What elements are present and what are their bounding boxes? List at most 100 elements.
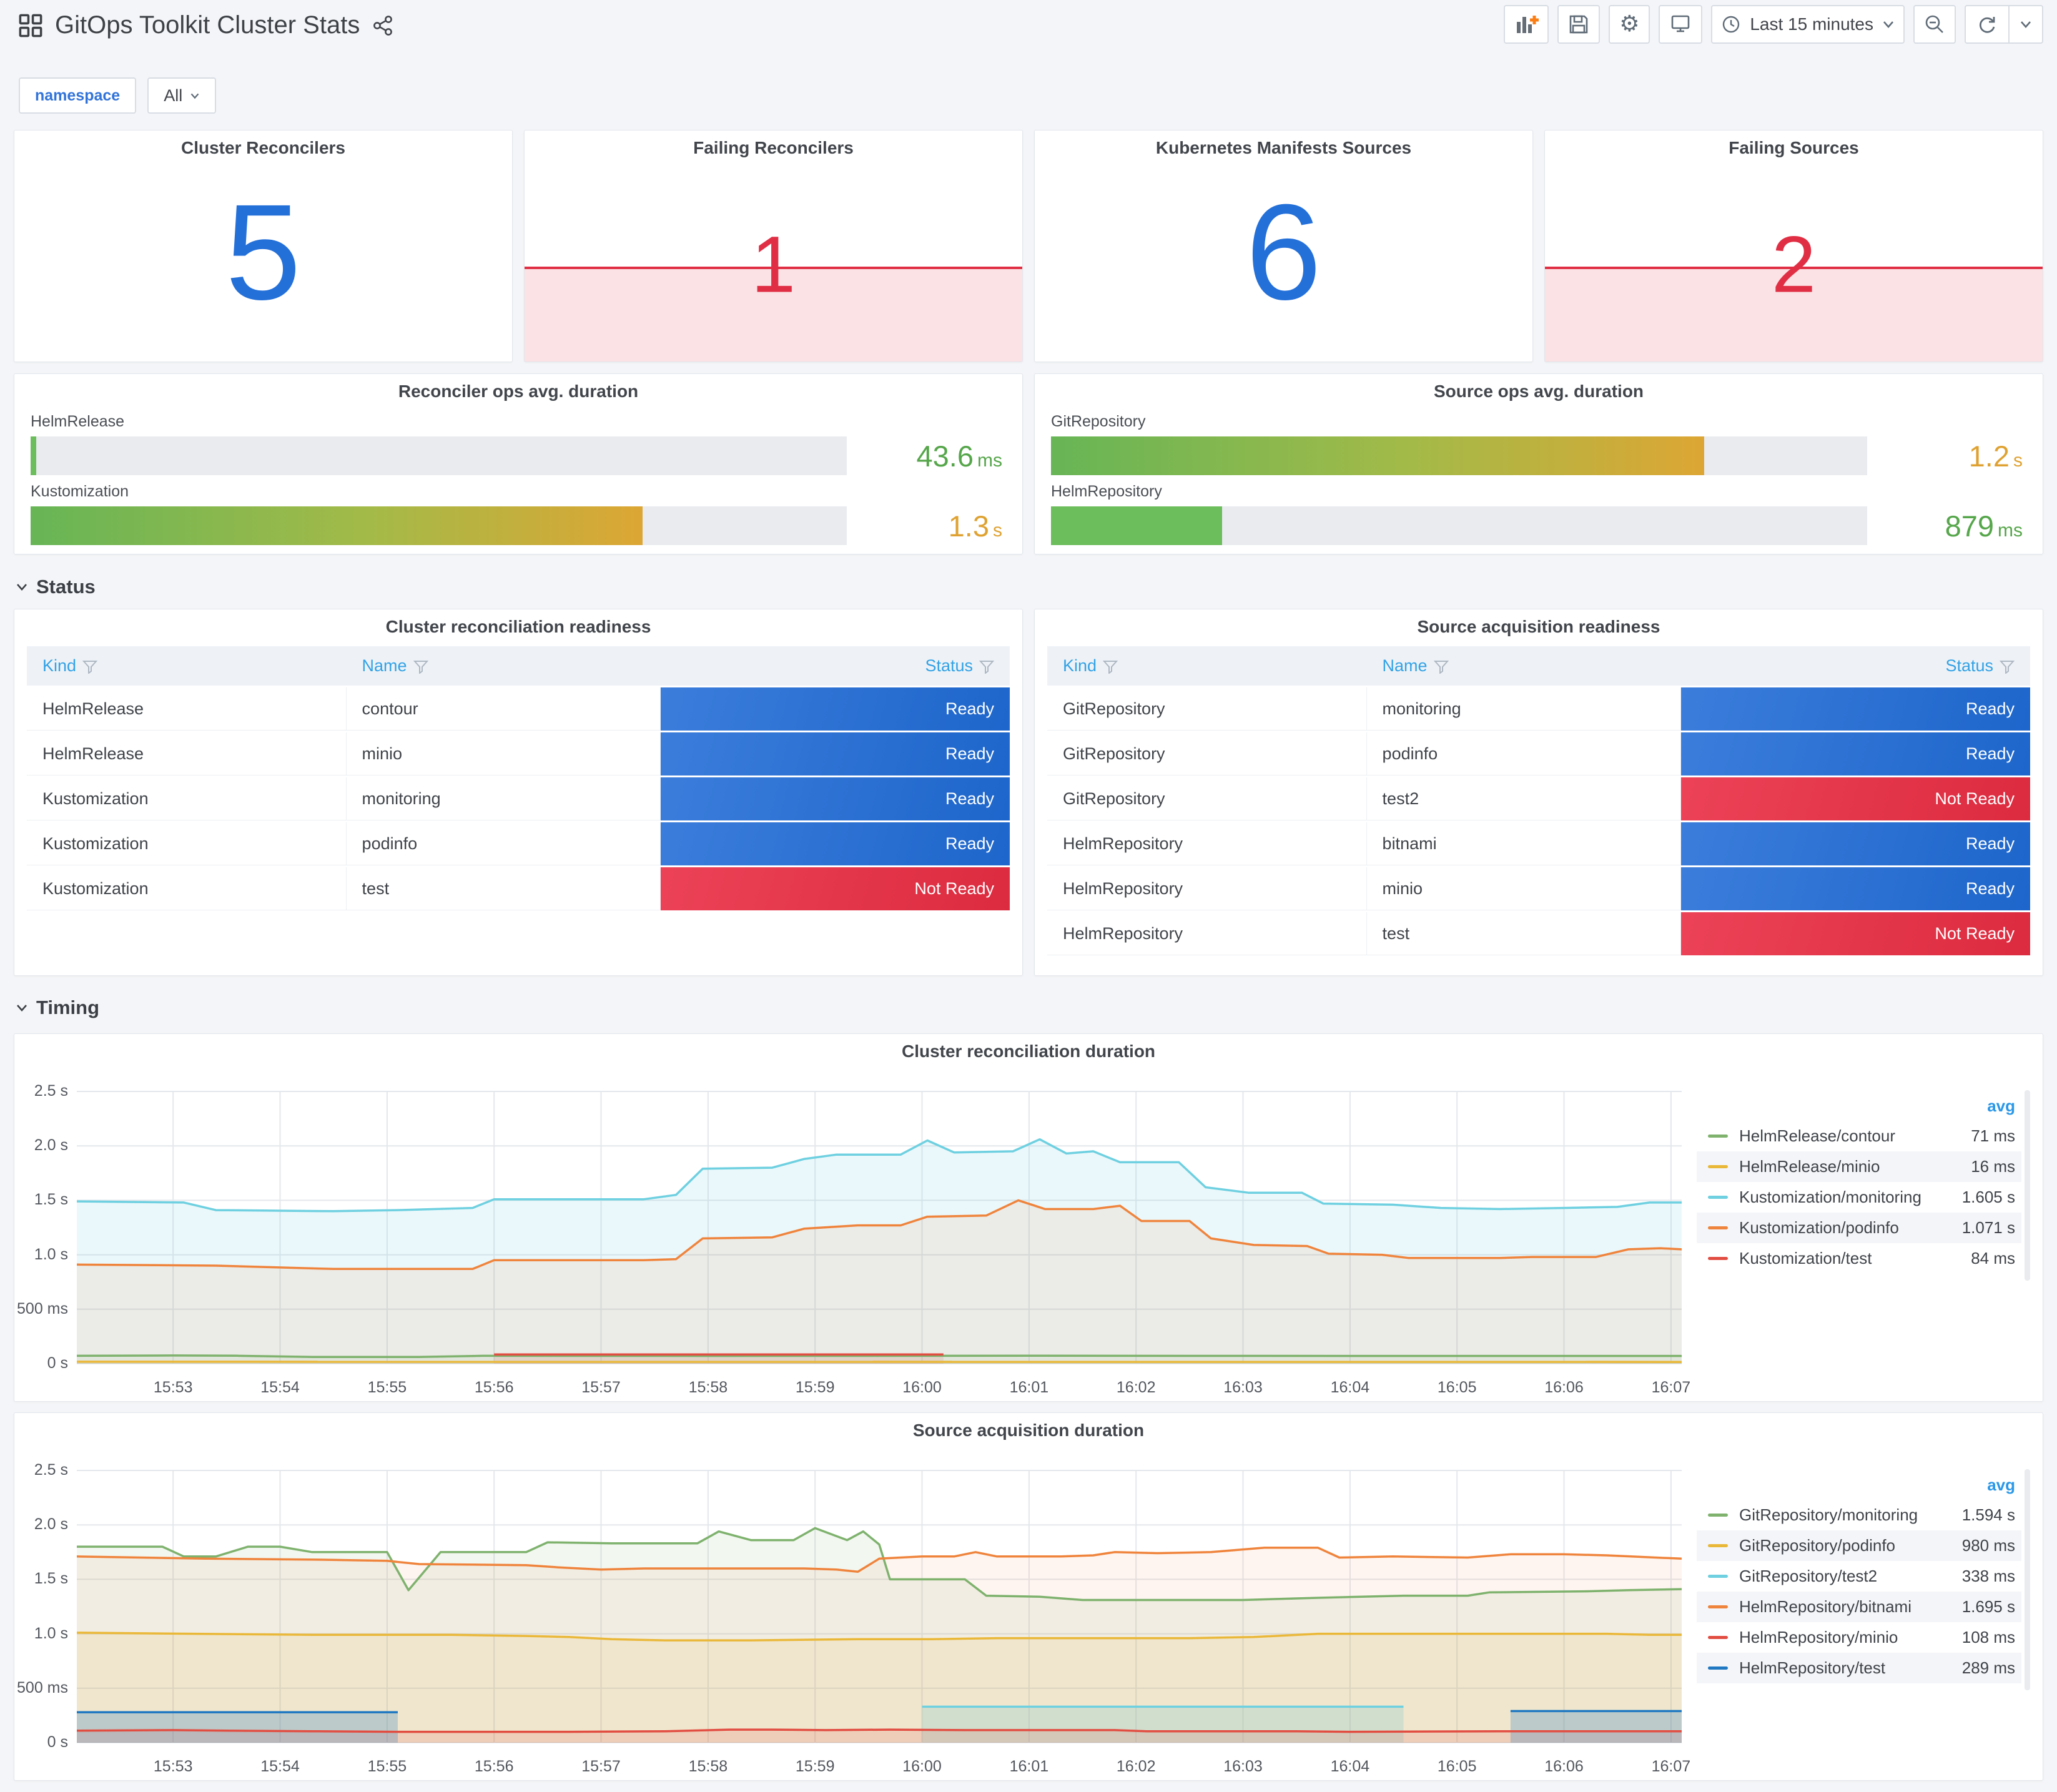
cell-name: test2 xyxy=(1366,777,1682,820)
apps-grid-icon[interactable] xyxy=(19,14,42,37)
legend-series-avg: 1.594 s xyxy=(1961,1505,2015,1524)
gauge-label: GitRepository xyxy=(1051,413,1146,430)
cycle-view-button[interactable] xyxy=(1659,5,1703,44)
legend-series-name: Kustomization/monitoring xyxy=(1739,1188,1921,1206)
column-header-status[interactable]: Status xyxy=(661,646,1010,686)
legend-item[interactable]: HelmRepository/bitnami 1.695 s xyxy=(1697,1592,2021,1622)
cell-name: monitoring xyxy=(1366,687,1682,731)
x-axis-tick: 16:06 xyxy=(1544,1758,1584,1775)
cell-status: Ready xyxy=(1681,867,2030,910)
threshold-line xyxy=(1545,267,2043,270)
cell-status: Not Ready xyxy=(661,867,1010,910)
save-dashboard-button[interactable] xyxy=(1557,5,1601,44)
legend-series-marker xyxy=(1708,1666,1728,1670)
legend-series-marker xyxy=(1708,1605,1728,1608)
table-panel-title: Cluster reconciliation readiness xyxy=(385,617,651,636)
legend-avg-header[interactable]: avg xyxy=(1987,1096,2015,1115)
table-row: HelmRelease minio Ready xyxy=(27,732,1010,775)
column-header-status[interactable]: Status xyxy=(1681,646,2030,686)
gauge-value: 1.2 s xyxy=(1968,439,2023,473)
x-axis-tick: 16:05 xyxy=(1437,1379,1477,1396)
chart-plot-area[interactable] xyxy=(77,1468,1682,1745)
legend-scrollbar[interactable] xyxy=(2025,1090,2030,1281)
table-row: Kustomization test Not Ready xyxy=(27,867,1010,910)
table-row: HelmRelease contour Ready xyxy=(27,687,1010,731)
variable-namespace-value-dropdown[interactable]: All xyxy=(147,77,217,114)
gauge-track xyxy=(1051,506,1867,545)
table-panel: Cluster reconciliation readiness Kind Name… xyxy=(14,609,1023,976)
cell-kind: GitRepository xyxy=(1047,687,1367,731)
cell-kind: GitRepository xyxy=(1047,732,1367,775)
variable-namespace-label[interactable]: namespace xyxy=(19,77,137,114)
x-axis-tick: 16:03 xyxy=(1223,1758,1263,1775)
legend-scrollbar[interactable] xyxy=(2025,1469,2030,1690)
y-axis-tick: 0 s xyxy=(47,1354,68,1372)
threshold-fill xyxy=(525,269,1022,362)
add-panel-button[interactable] xyxy=(1504,5,1549,44)
legend-item[interactable]: Kustomization/monitoring 1.605 s xyxy=(1697,1182,2021,1213)
legend-item[interactable]: GitRepository/podinfo 980 ms xyxy=(1697,1530,2021,1561)
zoom-out-button[interactable] xyxy=(1913,5,1956,44)
gauge-panel-title: Source ops avg. duration xyxy=(1433,382,1644,401)
x-axis-tick: 15:57 xyxy=(581,1379,621,1396)
cell-kind: HelmRelease xyxy=(27,732,347,775)
share-icon[interactable] xyxy=(372,15,393,36)
legend-series-name: GitRepository/podinfo xyxy=(1739,1536,1896,1555)
time-range-picker[interactable]: Last 15 minutes xyxy=(1711,5,1905,44)
table-row: Kustomization podinfo Ready xyxy=(27,822,1010,865)
cell-status: Ready xyxy=(661,732,1010,775)
x-axis-tick: 16:07 xyxy=(1651,1379,1691,1396)
settings-button[interactable]: ⚙ xyxy=(1609,5,1650,44)
cell-status: Ready xyxy=(1681,732,2030,775)
column-header-name[interactable]: Name xyxy=(1366,646,1682,686)
x-axis-tick: 15:58 xyxy=(688,1758,728,1775)
chart-plot-area[interactable] xyxy=(77,1089,1682,1366)
legend-item[interactable]: HelmRepository/test 289 ms xyxy=(1697,1653,2021,1683)
y-axis-tick: 1.0 s xyxy=(34,1245,68,1263)
column-header-kind[interactable]: Kind xyxy=(27,646,347,686)
y-axis-tick: 500 ms xyxy=(17,1678,68,1696)
cell-kind: HelmRepository xyxy=(1047,867,1367,910)
legend-series-avg: 980 ms xyxy=(1961,1536,2015,1555)
x-axis-tick: 16:01 xyxy=(1009,1379,1049,1396)
timeseries-panel: Source acquisition duration 0 s 500 ms 1.0 … xyxy=(14,1412,2043,1781)
refresh-button[interactable] xyxy=(1966,6,2008,42)
legend-series-marker xyxy=(1708,1165,1728,1168)
toolbar: ⚙ Last 15 minutes xyxy=(1504,5,2043,44)
x-axis-tick: 16:03 xyxy=(1223,1379,1263,1396)
cell-name: monitoring xyxy=(346,777,661,820)
legend-series-name: HelmRelease/minio xyxy=(1739,1157,1880,1176)
section-status[interactable]: Status xyxy=(16,576,96,598)
bar-gauge-panel: Reconciler ops avg. duration HelmRelease 4… xyxy=(14,373,1023,554)
gauge-value: 879 ms xyxy=(1945,509,2023,543)
cell-name: minio xyxy=(346,732,661,775)
stat-panel: Cluster Reconcilers 5 xyxy=(14,130,513,362)
legend-item[interactable]: HelmRelease/contour 71 ms xyxy=(1697,1121,2021,1151)
section-timing[interactable]: Timing xyxy=(16,997,99,1019)
legend-item[interactable]: GitRepository/monitoring 1.594 s xyxy=(1697,1500,2021,1530)
readiness-table: Kind Name Status GitRepository monitoring Rea… xyxy=(1047,644,2030,957)
threshold-fill xyxy=(1545,269,2043,362)
x-axis-tick: 16:05 xyxy=(1437,1758,1477,1775)
x-axis-tick: 16:00 xyxy=(902,1379,942,1396)
legend-item[interactable]: HelmRepository/minio 108 ms xyxy=(1697,1622,2021,1653)
column-header-name[interactable]: Name xyxy=(346,646,661,686)
x-axis-tick: 15:55 xyxy=(367,1379,407,1396)
x-axis-tick: 15:59 xyxy=(795,1379,835,1396)
legend-series-avg: 16 ms xyxy=(1971,1157,2015,1176)
chart-title: Source acquisition duration xyxy=(912,1420,1145,1440)
x-axis-tick: 15:54 xyxy=(260,1758,300,1775)
legend-item[interactable]: Kustomization/podinfo 1.071 s xyxy=(1697,1213,2021,1243)
legend-item[interactable]: GitRepository/test2 338 ms xyxy=(1697,1561,2021,1592)
y-axis-tick: 2.0 s xyxy=(34,1136,68,1154)
legend-item[interactable]: Kustomization/test 84 ms xyxy=(1697,1243,2021,1274)
legend-avg-header[interactable]: avg xyxy=(1987,1475,2015,1494)
refresh-interval-dropdown[interactable] xyxy=(2008,6,2042,42)
legend-series-name: HelmRepository/test xyxy=(1739,1658,1886,1677)
gear-icon: ⚙ xyxy=(1619,11,1640,37)
stat-value: 1 xyxy=(751,220,796,310)
gauge-fill xyxy=(31,436,37,475)
legend-item[interactable]: HelmRelease/minio 16 ms xyxy=(1697,1151,2021,1182)
column-header-kind[interactable]: Kind xyxy=(1047,646,1367,686)
stat-panel-title: Failing Reconcilers xyxy=(693,138,854,157)
